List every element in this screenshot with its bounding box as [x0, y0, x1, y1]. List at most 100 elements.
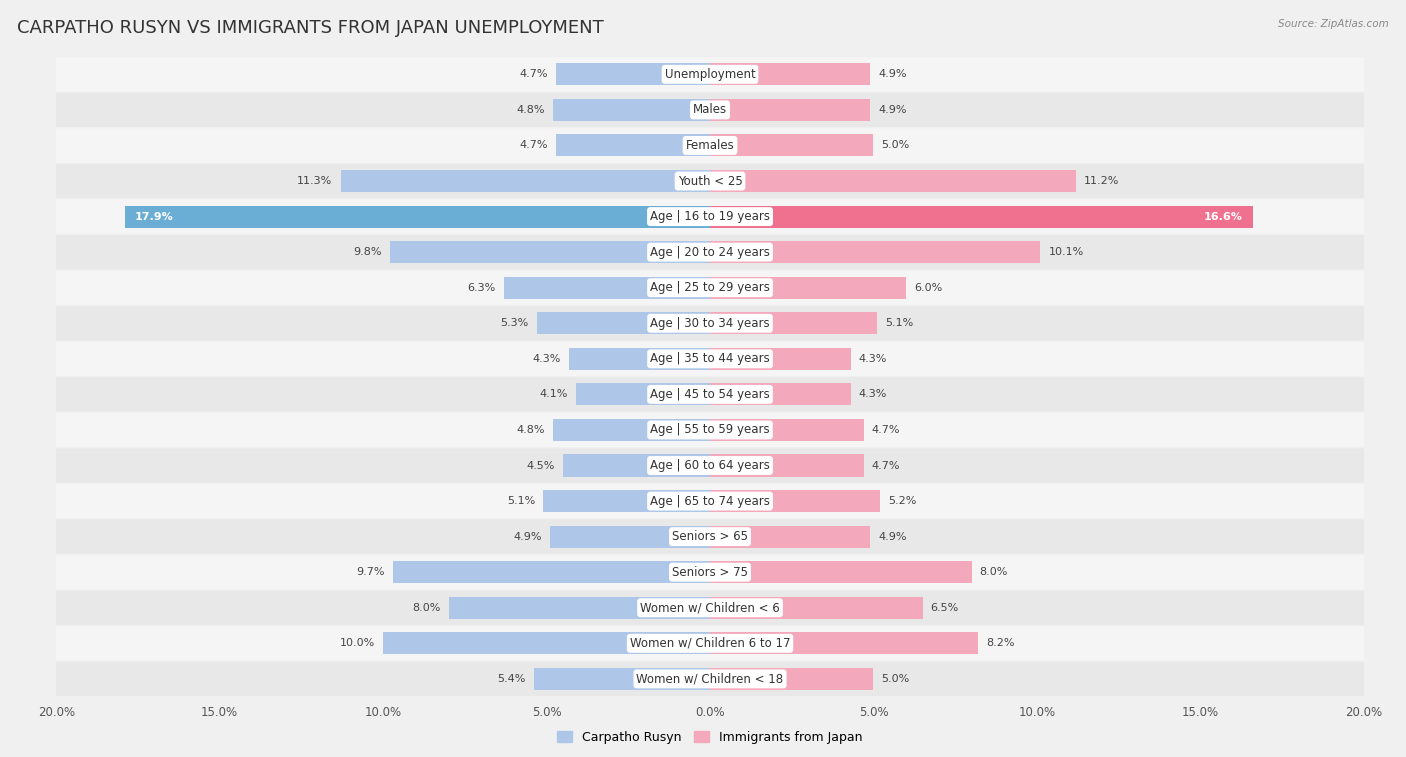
- Text: 8.0%: 8.0%: [980, 567, 1008, 577]
- Bar: [569, 347, 710, 370]
- Text: 6.3%: 6.3%: [468, 282, 496, 293]
- Bar: [710, 454, 863, 477]
- FancyBboxPatch shape: [56, 555, 1364, 589]
- Text: 4.9%: 4.9%: [879, 531, 907, 542]
- FancyBboxPatch shape: [56, 413, 1364, 447]
- Bar: [533, 668, 710, 690]
- Text: Age | 35 to 44 years: Age | 35 to 44 years: [650, 352, 770, 366]
- Bar: [553, 419, 710, 441]
- Text: 9.7%: 9.7%: [356, 567, 385, 577]
- Bar: [710, 241, 1040, 263]
- Text: 8.2%: 8.2%: [986, 638, 1015, 648]
- Text: 5.3%: 5.3%: [501, 318, 529, 329]
- Text: Seniors > 75: Seniors > 75: [672, 565, 748, 578]
- Bar: [392, 561, 710, 583]
- Text: Women w/ Children < 6: Women w/ Children < 6: [640, 601, 780, 614]
- Text: Youth < 25: Youth < 25: [678, 175, 742, 188]
- Text: 5.1%: 5.1%: [884, 318, 912, 329]
- Text: Age | 20 to 24 years: Age | 20 to 24 years: [650, 245, 770, 259]
- Bar: [389, 241, 710, 263]
- Bar: [710, 383, 851, 406]
- Text: Unemployment: Unemployment: [665, 68, 755, 81]
- Text: 4.3%: 4.3%: [533, 354, 561, 364]
- Text: Age | 65 to 74 years: Age | 65 to 74 years: [650, 494, 770, 508]
- Text: 17.9%: 17.9%: [135, 211, 173, 222]
- FancyBboxPatch shape: [56, 377, 1364, 412]
- Text: 4.8%: 4.8%: [516, 425, 546, 435]
- Text: Age | 25 to 29 years: Age | 25 to 29 years: [650, 281, 770, 294]
- Text: 4.9%: 4.9%: [879, 70, 907, 79]
- FancyBboxPatch shape: [56, 519, 1364, 553]
- Bar: [505, 276, 710, 299]
- Text: 11.2%: 11.2%: [1084, 176, 1119, 186]
- Text: Women w/ Children < 18: Women w/ Children < 18: [637, 672, 783, 685]
- Bar: [550, 525, 710, 547]
- FancyBboxPatch shape: [56, 306, 1364, 341]
- Bar: [340, 170, 710, 192]
- Bar: [557, 64, 710, 86]
- Text: 5.2%: 5.2%: [889, 496, 917, 506]
- Text: Males: Males: [693, 104, 727, 117]
- Bar: [710, 170, 1076, 192]
- Bar: [537, 312, 710, 335]
- Text: Seniors > 65: Seniors > 65: [672, 530, 748, 543]
- FancyBboxPatch shape: [56, 235, 1364, 269]
- FancyBboxPatch shape: [56, 590, 1364, 625]
- Bar: [449, 597, 710, 618]
- FancyBboxPatch shape: [56, 484, 1364, 518]
- Bar: [553, 99, 710, 121]
- Text: 4.7%: 4.7%: [520, 70, 548, 79]
- Text: 4.7%: 4.7%: [872, 425, 900, 435]
- Bar: [557, 135, 710, 157]
- Bar: [710, 64, 870, 86]
- Legend: Carpatho Rusyn, Immigrants from Japan: Carpatho Rusyn, Immigrants from Japan: [553, 726, 868, 749]
- Text: 4.3%: 4.3%: [859, 389, 887, 400]
- Bar: [710, 668, 873, 690]
- Text: 4.9%: 4.9%: [513, 531, 541, 542]
- Bar: [543, 490, 710, 512]
- Text: 4.5%: 4.5%: [526, 460, 555, 471]
- Text: 4.1%: 4.1%: [540, 389, 568, 400]
- Bar: [710, 276, 905, 299]
- Text: 10.0%: 10.0%: [340, 638, 375, 648]
- Text: Age | 16 to 19 years: Age | 16 to 19 years: [650, 210, 770, 223]
- FancyBboxPatch shape: [56, 271, 1364, 305]
- Bar: [710, 597, 922, 618]
- Text: Age | 45 to 54 years: Age | 45 to 54 years: [650, 388, 770, 401]
- Bar: [562, 454, 710, 477]
- Text: 4.8%: 4.8%: [516, 105, 546, 115]
- FancyBboxPatch shape: [56, 58, 1364, 92]
- Text: 5.4%: 5.4%: [496, 674, 526, 684]
- Text: 6.0%: 6.0%: [914, 282, 942, 293]
- FancyBboxPatch shape: [56, 626, 1364, 660]
- Text: 4.7%: 4.7%: [520, 141, 548, 151]
- Text: 5.1%: 5.1%: [508, 496, 536, 506]
- FancyBboxPatch shape: [56, 448, 1364, 482]
- Bar: [710, 312, 877, 335]
- Text: Women w/ Children 6 to 17: Women w/ Children 6 to 17: [630, 637, 790, 650]
- FancyBboxPatch shape: [56, 200, 1364, 234]
- Bar: [710, 632, 979, 654]
- Text: 6.5%: 6.5%: [931, 603, 959, 612]
- Bar: [710, 525, 870, 547]
- Bar: [710, 206, 1253, 228]
- FancyBboxPatch shape: [56, 164, 1364, 198]
- Text: 4.3%: 4.3%: [859, 354, 887, 364]
- FancyBboxPatch shape: [56, 129, 1364, 163]
- FancyBboxPatch shape: [56, 93, 1364, 127]
- Text: 4.7%: 4.7%: [872, 460, 900, 471]
- Text: Age | 55 to 59 years: Age | 55 to 59 years: [650, 423, 770, 437]
- Bar: [382, 632, 710, 654]
- Text: Age | 60 to 64 years: Age | 60 to 64 years: [650, 459, 770, 472]
- Bar: [125, 206, 710, 228]
- Bar: [710, 490, 880, 512]
- Text: Females: Females: [686, 139, 734, 152]
- Text: 5.0%: 5.0%: [882, 141, 910, 151]
- Bar: [576, 383, 710, 406]
- Text: 10.1%: 10.1%: [1049, 247, 1084, 257]
- Text: 9.8%: 9.8%: [353, 247, 381, 257]
- Bar: [710, 99, 870, 121]
- Text: 5.0%: 5.0%: [882, 674, 910, 684]
- Text: Source: ZipAtlas.com: Source: ZipAtlas.com: [1278, 19, 1389, 29]
- Bar: [710, 347, 851, 370]
